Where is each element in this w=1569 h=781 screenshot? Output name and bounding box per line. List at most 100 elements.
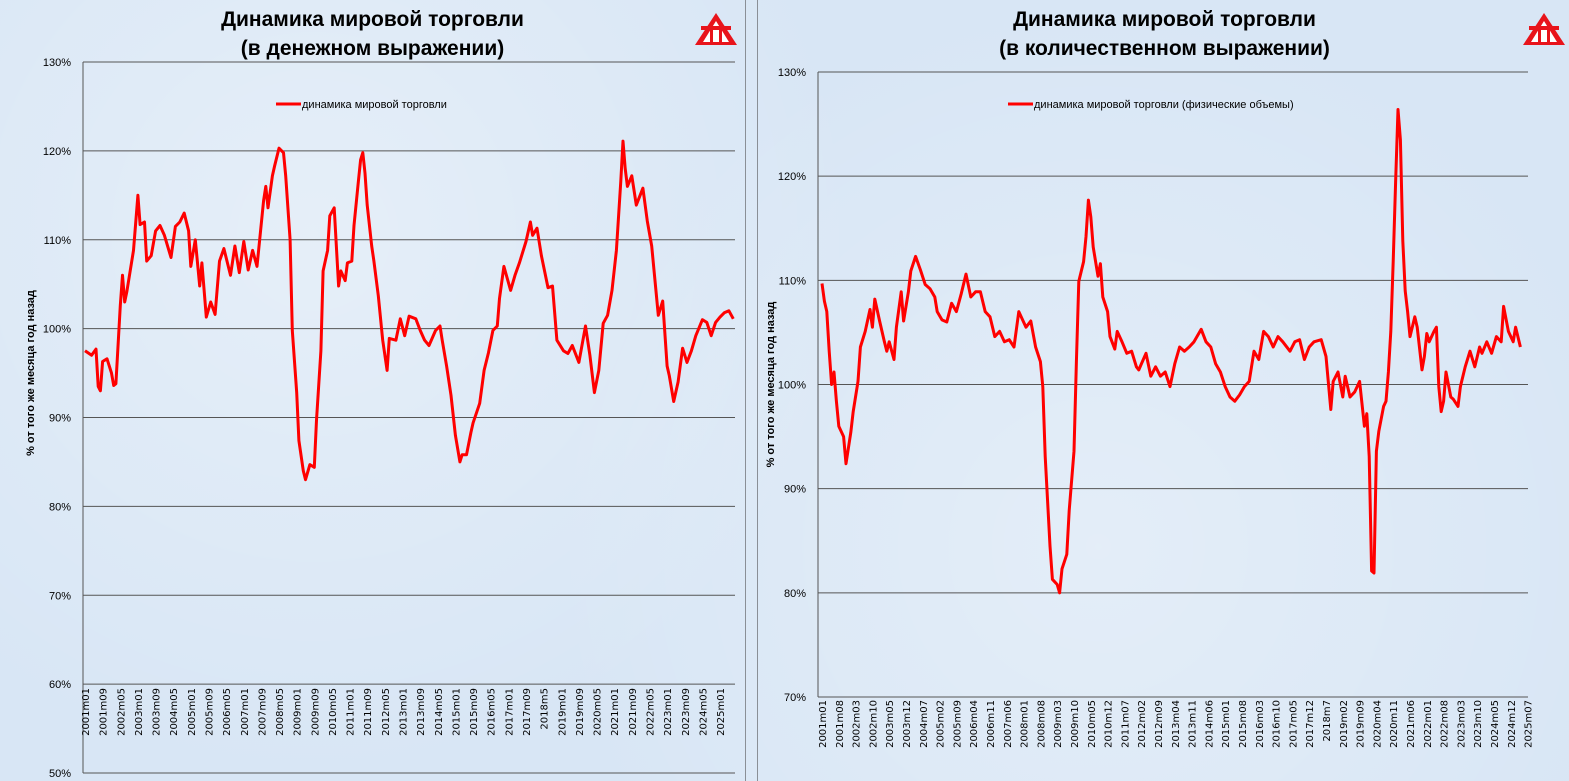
logo-icon [1523,13,1565,45]
chart-plot-volume: 70% 80% 90% 100% 110% 120% 130% % от того же ме… [765,67,1535,748]
x-tick-label: 2017m12 [1305,700,1316,748]
y-tick-label: 90% [49,413,71,425]
x-tick-label: 2024m05 [698,688,709,736]
x-tick-label: 2023m03 [1456,700,1467,748]
series-line [820,108,1522,595]
x-tick-label: 2003m05 [885,700,896,748]
x-tick-label: 2013m11 [1188,700,1199,748]
x-tick-label: 2009m03 [1053,700,1064,748]
y-tick-label: 100% [43,324,71,336]
x-tick-label: 2018m7 [1322,700,1333,742]
logo-icon [695,13,737,45]
x-tick-label: 2003m01 [134,688,145,736]
x-tick-label: 2005m09 [952,700,963,748]
x-tick-label: 2014m06 [1204,700,1215,748]
y-tick-label: 80% [784,588,806,600]
x-tick-label: 2009m09 [310,688,321,736]
legend-label: динамика мировой торговли [302,99,447,111]
y-tick-label: 120% [778,171,806,183]
y-tick-label: 110% [44,235,72,247]
y-tick-label: 130% [778,67,806,79]
x-tick-label: 2015m08 [1238,700,1249,748]
x-tick-label: 2011m07 [1120,700,1131,748]
x-tick-label: 2010m12 [1104,700,1115,748]
y-tick-label: 50% [49,768,71,780]
x-tick-label: 2012m05 [381,688,392,736]
x-tick-label: 2022m01 [1423,700,1434,748]
chart-title-line2: (в денежном выражении) [240,37,505,60]
x-tick-label: 2012m02 [1137,700,1148,748]
x-tick-label: 2024m05 [1490,700,1501,748]
x-tick-label: 2001m08 [835,700,846,748]
chart-title-line1: Динамика мировой торговли [221,8,524,31]
x-tick-label: 2009m01 [293,688,304,736]
x-tick-label: 2017m05 [1288,700,1299,748]
x-tick-label: 2023m01 [663,688,674,736]
x-tick-label: 2020m11 [1389,700,1400,748]
y-tick-label: 120% [43,146,71,158]
x-tick-label: 2016m05 [487,688,498,736]
x-tick-label: 2001m01 [81,688,92,736]
x-tick-label: 2021m06 [1406,700,1417,748]
y-tick-label: 60% [49,679,71,691]
y-tick-label: 80% [49,501,71,513]
x-tick-label: 2006m11 [986,700,997,748]
x-tick-label: 2003m09 [152,688,163,736]
x-tick-label: 2001m09 [99,688,110,736]
y-tick-label: 100% [778,380,806,392]
x-tick-label: 2006m04 [969,700,980,748]
x-tick-label: 2013m01 [399,688,410,736]
y-axis-label: % от того же месяца год назад [765,302,777,468]
y-axis-label: % от того же месяца год назад [25,290,37,456]
x-tick-label: 2010m05 [328,688,339,736]
x-tick-label: 2025m07 [1524,700,1535,748]
x-tick-label: 2016m10 [1272,700,1283,748]
y-tick-label: 90% [784,484,806,496]
x-tick-label: 2002m10 [868,700,879,748]
x-tick-label: 2003m12 [902,700,913,748]
x-tick-label: 2013m04 [1171,700,1182,748]
x-tick-label: 2016m03 [1255,700,1266,748]
panel-divider [757,0,758,781]
x-tick-label: 2019m09 [1356,700,1367,748]
panel-divider [745,0,746,781]
chart-title-line1: Динамика мировой торговли [1013,8,1316,31]
x-tick-label: 2008m01 [1020,700,1031,748]
x-tick-label: 2007m09 [257,688,268,736]
x-tick-label: 2009m10 [1070,700,1081,748]
legend-label: динамика мировой торговли (физические об… [1034,99,1294,111]
chart-panel-value: Динамика мировой торговли (в денежном вы… [0,0,745,781]
chart-plot-value: 50% 60% 70% 80% 90% 100% 110% 120% 130% % от того… [25,57,735,780]
x-tick-label: 2013m09 [416,688,427,736]
x-tick-label: 2014m05 [434,688,445,736]
y-tick-label: 110% [779,275,807,287]
x-tick-label: 2023m10 [1473,700,1484,748]
x-tick-label: 2002m05 [116,688,127,736]
series-line [84,139,735,482]
x-tick-label: 2012m09 [1154,700,1165,748]
x-tick-label: 2007m06 [1003,700,1014,748]
x-tick-label: 2005m02 [936,700,947,748]
x-tick-label: 2008m08 [1036,700,1047,748]
x-tick-label: 2015m01 [451,688,462,736]
x-tick-label: 2019m02 [1339,700,1350,748]
x-tick-label: 2006m05 [222,688,233,736]
x-tick-label: 2021m09 [628,688,639,736]
x-tick-label: 2011m09 [363,688,374,736]
x-tick-label: 2015m09 [469,688,480,736]
x-tick-label: 2002m03 [852,700,863,748]
x-tick-label: 2019m09 [575,688,586,736]
x-tick-label: 2024m12 [1507,700,1518,748]
x-tick-label: 2020m05 [593,688,604,736]
x-tick-label: 2001m01 [818,700,829,748]
x-tick-label: 2022m05 [645,688,656,736]
y-tick-label: 70% [784,692,806,704]
x-tick-label: 2015m01 [1221,700,1232,748]
x-tick-label: 2022m08 [1440,700,1451,748]
chart-title: Динамика мировой торговли (в количествен… [760,5,1569,63]
x-tick-label: 2021m01 [610,688,621,736]
x-tick-label: 2005m01 [187,688,198,736]
x-tick-label: 2010m05 [1087,700,1098,748]
chart-panel-volume: Динамика мировой торговли (в количествен… [760,0,1569,781]
x-tick-label: 2011m01 [346,688,357,736]
